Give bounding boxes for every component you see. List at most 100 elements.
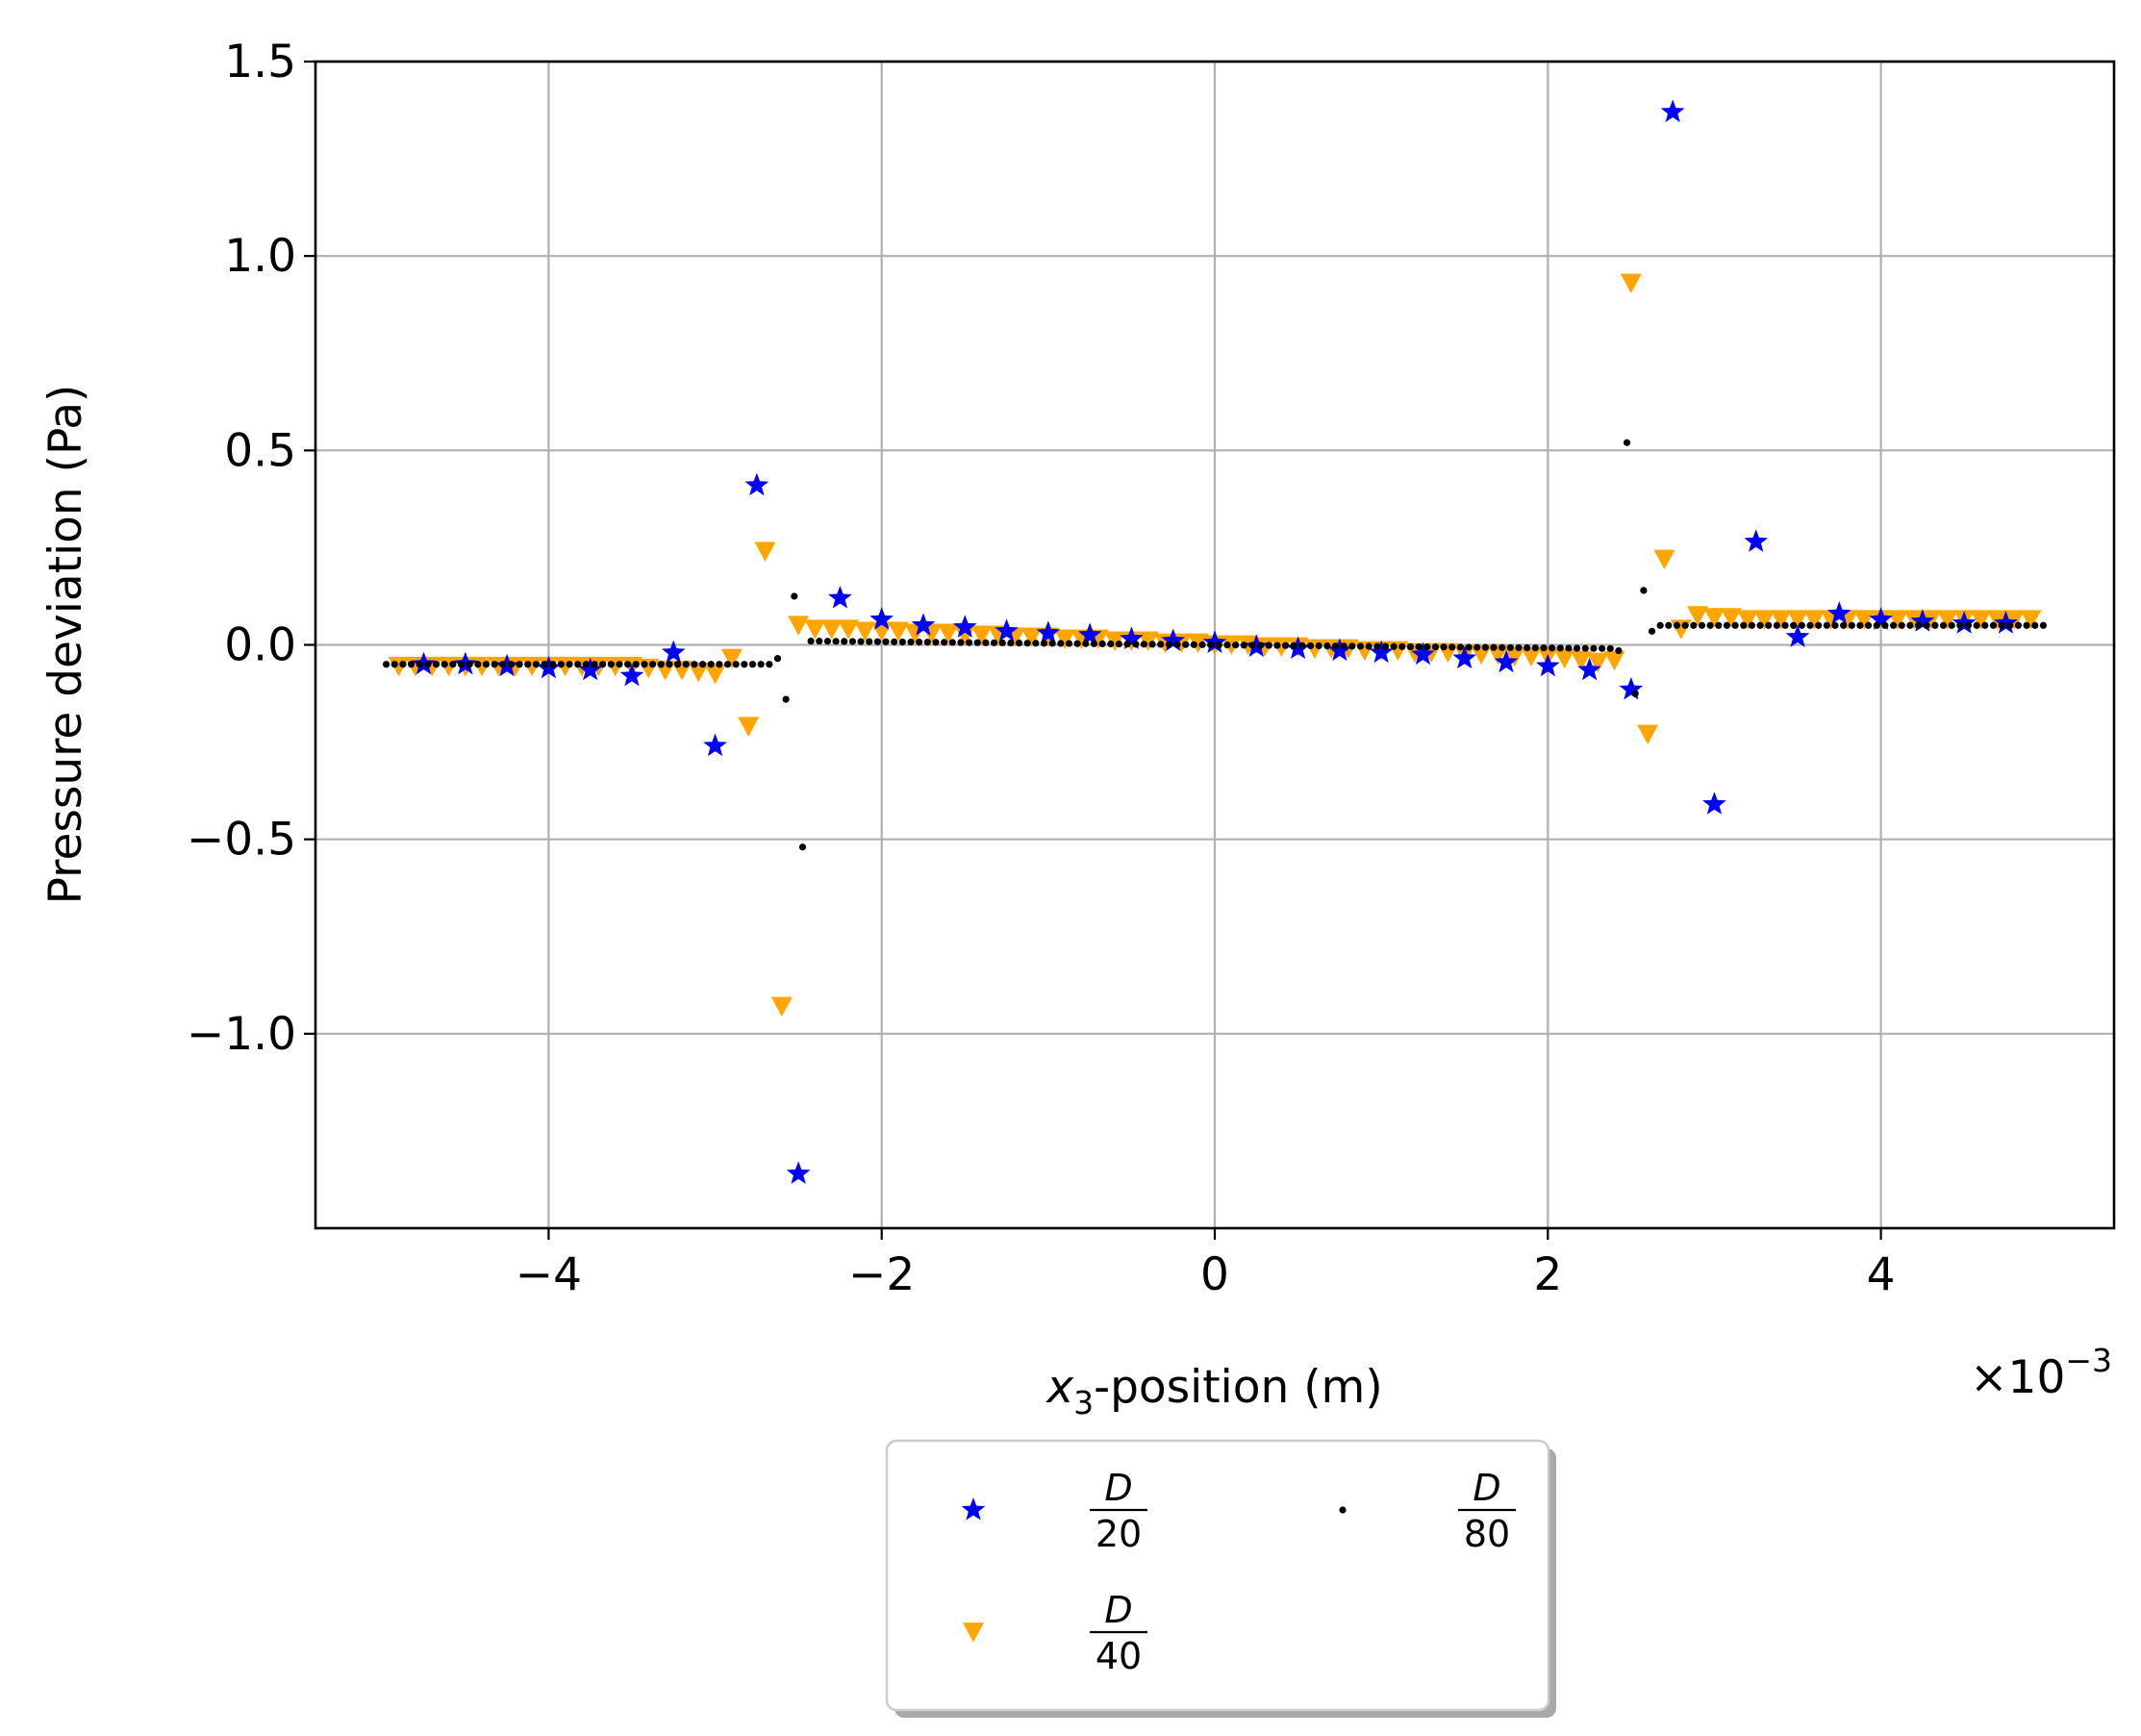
series-d20-point	[1244, 634, 1269, 658]
series-d80-point	[1148, 641, 1156, 648]
series-d20-point	[1161, 628, 1186, 651]
series-d20-point	[1994, 611, 2018, 634]
series-d80-point	[1474, 643, 1481, 651]
series-d80-point	[1656, 621, 1664, 629]
series-d80-point	[807, 637, 815, 645]
series-d80-point	[1524, 643, 1531, 652]
series-d80-point	[1281, 642, 1290, 649]
series-d80-point	[416, 661, 423, 668]
series-d80-point	[649, 661, 657, 668]
series-d80-point	[1173, 641, 1181, 648]
series-d80-point	[723, 661, 732, 668]
series-d40-point	[1271, 637, 1293, 657]
legend-label-numerator: D	[1104, 1589, 1132, 1631]
series-d80-point	[516, 661, 523, 668]
series-d80-point	[641, 661, 648, 668]
series-d80-point	[698, 661, 707, 668]
series-d80-point	[1598, 644, 1606, 652]
series-d80-point	[1082, 640, 1090, 647]
series-d40-point	[1970, 610, 1992, 630]
series-d80-point	[1956, 621, 1964, 629]
series-d20-point	[1702, 792, 1726, 815]
series-d40-point	[704, 664, 726, 685]
series-d80-point	[832, 638, 840, 645]
series-d40-point	[970, 625, 993, 645]
series-d80-point	[457, 661, 466, 668]
legend-label-denominator: 80	[1464, 1513, 1510, 1555]
x-tick-label: 4	[1867, 1248, 1896, 1301]
series-d80-point	[1248, 642, 1256, 649]
series-d80-point	[1265, 642, 1272, 649]
series-d80-point	[1007, 639, 1015, 647]
y-tick-label: 1.5	[224, 36, 296, 88]
series-d80-point	[482, 661, 491, 668]
series-d20-point	[1327, 638, 1352, 662]
series-d80-point	[957, 639, 965, 646]
series-d80-point	[607, 661, 615, 668]
series-d80-point	[1998, 621, 2005, 629]
series-d80-point	[1631, 690, 1639, 697]
series-d80-point	[1257, 642, 1265, 649]
series-d80-point	[1165, 641, 1172, 648]
series-d80-point	[1448, 643, 1456, 651]
series-d40-point	[720, 648, 743, 669]
series-d80-point	[1123, 641, 1131, 648]
series-d80-point	[1115, 640, 1123, 648]
series-d80-point	[1964, 621, 1973, 629]
series-d40-point	[438, 656, 460, 677]
y-tick-label: −1.0	[187, 1008, 296, 1061]
series-d40-point	[2020, 610, 2042, 630]
series-d20-point	[786, 1161, 811, 1184]
series-d40-point	[1104, 631, 1126, 651]
series-d80-point	[1723, 621, 1731, 629]
series-d80-point	[1790, 621, 1798, 629]
series-d80-point	[757, 661, 765, 668]
series-d80-point	[1681, 621, 1689, 629]
series-d80-point	[1048, 640, 1056, 647]
series-d80-point	[1648, 627, 1656, 635]
series-d80-point	[1331, 642, 1340, 650]
legend-marker-20	[961, 1497, 986, 1521]
series-d80-point	[1340, 642, 1348, 650]
series-d40-point	[1703, 608, 1725, 628]
series-d80-point	[1640, 587, 1648, 594]
series-d80-point	[591, 661, 598, 668]
series-d80-point	[1606, 644, 1614, 652]
series-d40-point	[1637, 724, 1659, 744]
series-d80-point	[673, 661, 682, 668]
series-d20-point	[1577, 657, 1601, 681]
series-d80-point	[491, 661, 498, 668]
legend-marker-80	[1339, 1506, 1347, 1514]
series-d40-point	[1503, 646, 1525, 667]
series-d80-point	[1881, 621, 1889, 629]
series-d20-point	[1036, 620, 1061, 643]
series-d80-point	[1440, 643, 1448, 651]
series-d80-point	[766, 661, 773, 668]
series-d40-point	[1620, 273, 1642, 293]
x-tick-label: −2	[848, 1248, 915, 1301]
series-d40-point	[1221, 635, 1243, 655]
series-d80-point	[882, 638, 890, 645]
series-d40-point	[521, 656, 543, 677]
series-d80-point	[1840, 621, 1848, 629]
series-d80-point	[1306, 642, 1315, 650]
series-d20-point	[494, 653, 519, 677]
series-d80-point	[1298, 642, 1306, 649]
series-d80-point	[574, 661, 582, 668]
series-d80-point	[1531, 644, 1539, 652]
series-d80-point	[1065, 640, 1073, 647]
x-tick-label: −4	[516, 1248, 582, 1301]
series-d40-point	[1054, 629, 1076, 649]
series-d80-point	[382, 661, 390, 668]
series-d80-point	[1290, 642, 1297, 649]
series-d80-point	[1923, 621, 1930, 629]
y-tick-label: 1.0	[224, 230, 296, 283]
series-d20-point	[1660, 99, 1685, 123]
series-d80-point	[798, 843, 807, 851]
series-d20-point	[537, 655, 561, 679]
series-d80-point	[791, 592, 798, 600]
series-d80-point	[1906, 621, 1914, 629]
series-d20-point	[995, 618, 1019, 642]
x-tick-label: 0	[1200, 1248, 1229, 1301]
